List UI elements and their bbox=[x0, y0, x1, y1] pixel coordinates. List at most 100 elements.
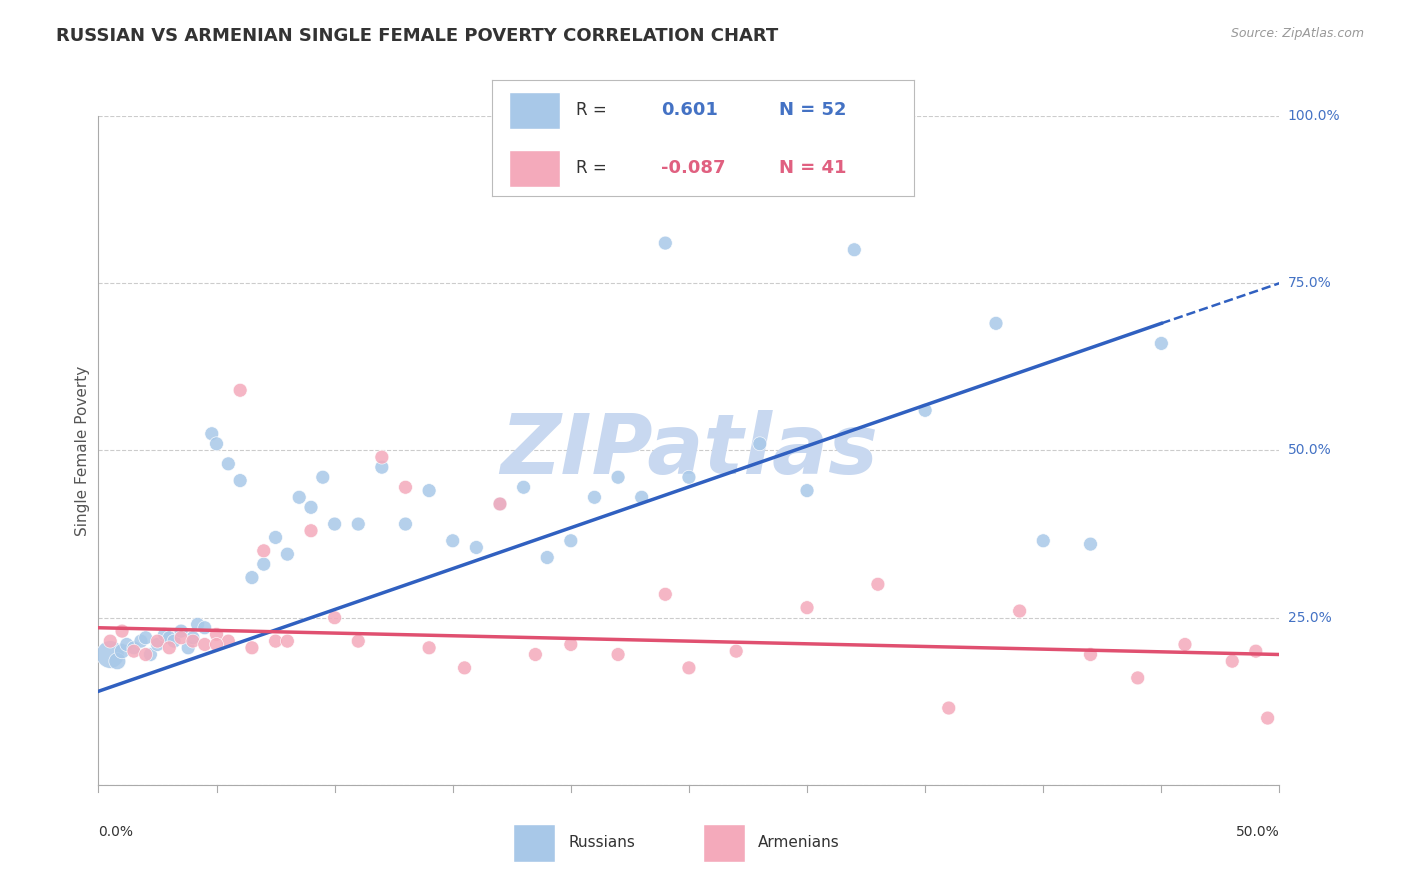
Point bbox=[371, 460, 394, 475]
Point bbox=[536, 550, 558, 565]
Point bbox=[418, 640, 440, 655]
Point bbox=[394, 516, 416, 531]
Point bbox=[135, 631, 157, 645]
Point bbox=[264, 634, 287, 648]
Text: N = 52: N = 52 bbox=[779, 102, 846, 120]
Point bbox=[201, 426, 224, 441]
Point bbox=[1080, 648, 1102, 662]
Text: R =: R = bbox=[576, 160, 613, 178]
Point bbox=[1032, 533, 1054, 548]
Point bbox=[135, 648, 157, 662]
Point bbox=[347, 516, 370, 531]
Point bbox=[1174, 637, 1197, 651]
Point bbox=[139, 648, 162, 662]
Point bbox=[583, 490, 606, 504]
Text: 25.0%: 25.0% bbox=[1288, 611, 1331, 624]
Point bbox=[323, 516, 346, 531]
Point bbox=[217, 634, 239, 648]
Point bbox=[229, 384, 252, 398]
Point bbox=[938, 701, 960, 715]
Point bbox=[98, 634, 121, 648]
Point bbox=[1080, 537, 1102, 551]
Point bbox=[276, 634, 298, 648]
Point bbox=[914, 403, 936, 417]
Point bbox=[264, 530, 287, 544]
Text: 100.0%: 100.0% bbox=[1288, 109, 1340, 123]
Point bbox=[181, 631, 204, 645]
Point bbox=[111, 644, 134, 658]
Point bbox=[299, 500, 322, 515]
Point bbox=[560, 533, 582, 548]
Point bbox=[205, 637, 228, 651]
Point bbox=[654, 587, 676, 601]
Point bbox=[170, 624, 193, 639]
Point bbox=[217, 457, 239, 471]
Point bbox=[1126, 671, 1149, 685]
Point bbox=[153, 627, 176, 641]
Text: ZIPatlas: ZIPatlas bbox=[501, 410, 877, 491]
Point bbox=[253, 544, 276, 558]
Point bbox=[418, 483, 440, 498]
Point bbox=[844, 243, 866, 257]
Point bbox=[866, 577, 889, 591]
Point bbox=[1244, 644, 1267, 658]
Point bbox=[111, 624, 134, 639]
Point bbox=[394, 480, 416, 494]
Point bbox=[240, 640, 263, 655]
Point bbox=[177, 640, 200, 655]
Text: 0.0%: 0.0% bbox=[98, 825, 134, 839]
Text: -0.087: -0.087 bbox=[661, 160, 725, 178]
Point bbox=[205, 436, 228, 450]
Text: RUSSIAN VS ARMENIAN SINGLE FEMALE POVERTY CORRELATION CHART: RUSSIAN VS ARMENIAN SINGLE FEMALE POVERT… bbox=[56, 27, 779, 45]
Point bbox=[796, 600, 818, 615]
Point bbox=[725, 644, 748, 658]
Point bbox=[678, 661, 700, 675]
Text: 50.0%: 50.0% bbox=[1236, 825, 1279, 839]
Point bbox=[240, 571, 263, 585]
Point bbox=[288, 490, 311, 504]
Point bbox=[489, 497, 512, 511]
Point bbox=[654, 236, 676, 251]
Text: 50.0%: 50.0% bbox=[1288, 443, 1331, 458]
Point bbox=[194, 637, 217, 651]
Point bbox=[524, 648, 547, 662]
Point bbox=[748, 436, 770, 450]
Point bbox=[323, 611, 346, 625]
Point bbox=[347, 634, 370, 648]
Point bbox=[170, 631, 193, 645]
Point bbox=[796, 483, 818, 498]
Text: Russians: Russians bbox=[568, 836, 636, 850]
Point bbox=[146, 634, 169, 648]
Point bbox=[122, 644, 145, 658]
Point bbox=[181, 634, 204, 648]
Point bbox=[157, 631, 180, 645]
Point bbox=[453, 661, 475, 675]
Point bbox=[441, 533, 464, 548]
Point bbox=[187, 617, 209, 632]
Text: 0.601: 0.601 bbox=[661, 102, 717, 120]
Y-axis label: Single Female Poverty: Single Female Poverty bbox=[75, 366, 90, 535]
Text: 75.0%: 75.0% bbox=[1288, 277, 1331, 290]
Point bbox=[489, 497, 512, 511]
Point bbox=[371, 450, 394, 464]
Point bbox=[678, 470, 700, 484]
Point bbox=[129, 634, 152, 648]
Point bbox=[253, 557, 276, 572]
Point bbox=[1008, 604, 1031, 618]
Point bbox=[1257, 711, 1279, 725]
Point bbox=[276, 547, 298, 561]
Point bbox=[229, 474, 252, 488]
Point bbox=[105, 654, 128, 668]
Point bbox=[163, 634, 186, 648]
Point bbox=[1220, 654, 1243, 668]
Point bbox=[299, 524, 322, 538]
Point bbox=[146, 637, 169, 651]
Bar bbox=[513, 824, 555, 862]
Point bbox=[1150, 336, 1173, 351]
Point bbox=[984, 317, 1007, 331]
Point bbox=[465, 541, 488, 555]
Point bbox=[607, 648, 630, 662]
Text: Armenians: Armenians bbox=[758, 836, 839, 850]
Point bbox=[312, 470, 335, 484]
Bar bbox=[509, 150, 560, 187]
